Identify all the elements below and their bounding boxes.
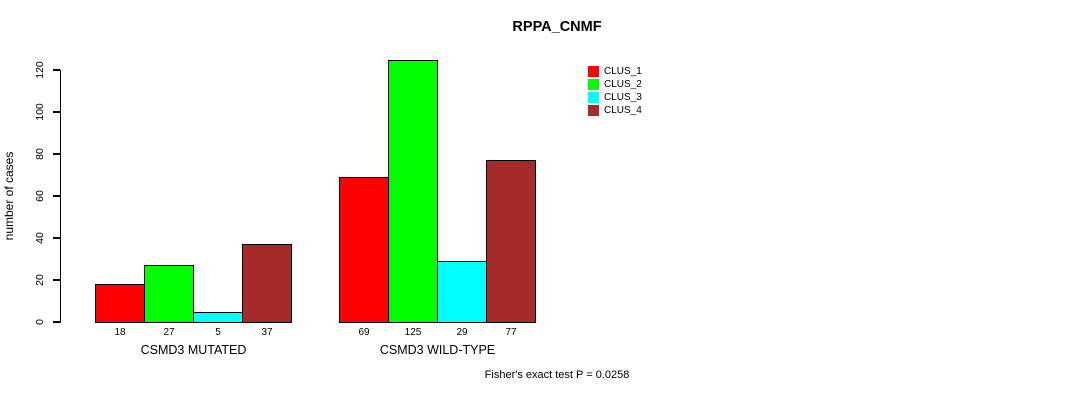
y-tick-mark xyxy=(53,321,60,323)
legend-label: CLUS_3 xyxy=(604,92,642,103)
bar-value-label: 5 xyxy=(215,327,221,338)
bar-value-label: 29 xyxy=(456,327,468,338)
bar-clus_1-1 xyxy=(95,284,145,323)
bar-value-label: 18 xyxy=(114,327,126,338)
category-label: CSMD3 WILD-TYPE xyxy=(379,343,496,357)
legend-label: CLUS_4 xyxy=(604,105,642,116)
y-tick-label: 80 xyxy=(34,148,46,160)
legend-item-clus_4: CLUS_4 xyxy=(588,104,642,117)
legend-swatch-clus_4 xyxy=(588,105,599,116)
y-tick-mark xyxy=(53,237,60,239)
y-tick-label: 100 xyxy=(34,103,46,121)
y-axis-line xyxy=(60,70,62,323)
bar-clus_1-2 xyxy=(339,177,389,323)
legend: CLUS_1 CLUS_2 CLUS_3 CLUS_4 xyxy=(588,65,642,117)
legend-item-clus_3: CLUS_3 xyxy=(588,91,642,104)
bar-clus_3-2 xyxy=(437,261,487,323)
bar-clus_2-2 xyxy=(388,59,438,323)
y-tick-label: 40 xyxy=(34,232,46,244)
bar-value-label: 77 xyxy=(505,327,517,338)
legend-label: CLUS_2 xyxy=(604,79,642,90)
legend-item-clus_1: CLUS_1 xyxy=(588,65,642,78)
legend-label: CLUS_1 xyxy=(604,66,642,77)
y-tick-label: 60 xyxy=(34,190,46,202)
bar-clus_4-2 xyxy=(486,160,536,323)
bar-value-label: 125 xyxy=(404,327,422,338)
stat-annotation: Fisher's exact test P = 0.0258 xyxy=(484,369,630,381)
category-label: CSMD3 MUTATED xyxy=(140,343,247,357)
legend-item-clus_2: CLUS_2 xyxy=(588,78,642,91)
bar-value-label: 69 xyxy=(358,327,370,338)
legend-swatch-clus_2 xyxy=(588,79,599,90)
bar-value-label: 37 xyxy=(261,327,273,338)
bar-clus_3-1 xyxy=(193,311,243,323)
y-tick-label: 120 xyxy=(34,61,46,79)
y-tick-label: 0 xyxy=(34,319,46,325)
y-tick-mark xyxy=(53,153,60,155)
legend-swatch-clus_1 xyxy=(588,66,599,77)
y-tick-mark xyxy=(53,69,60,71)
bar-value-label: 27 xyxy=(163,327,175,338)
legend-swatch-clus_3 xyxy=(588,92,599,103)
y-tick-label: 20 xyxy=(34,274,46,286)
y-tick-mark xyxy=(53,111,60,113)
bar-clus_2-1 xyxy=(144,265,194,323)
y-tick-mark xyxy=(53,279,60,281)
y-tick-mark xyxy=(53,195,60,197)
bar-clus_4-1 xyxy=(242,244,292,323)
chart-title: RPPA_CNMF xyxy=(512,19,602,35)
